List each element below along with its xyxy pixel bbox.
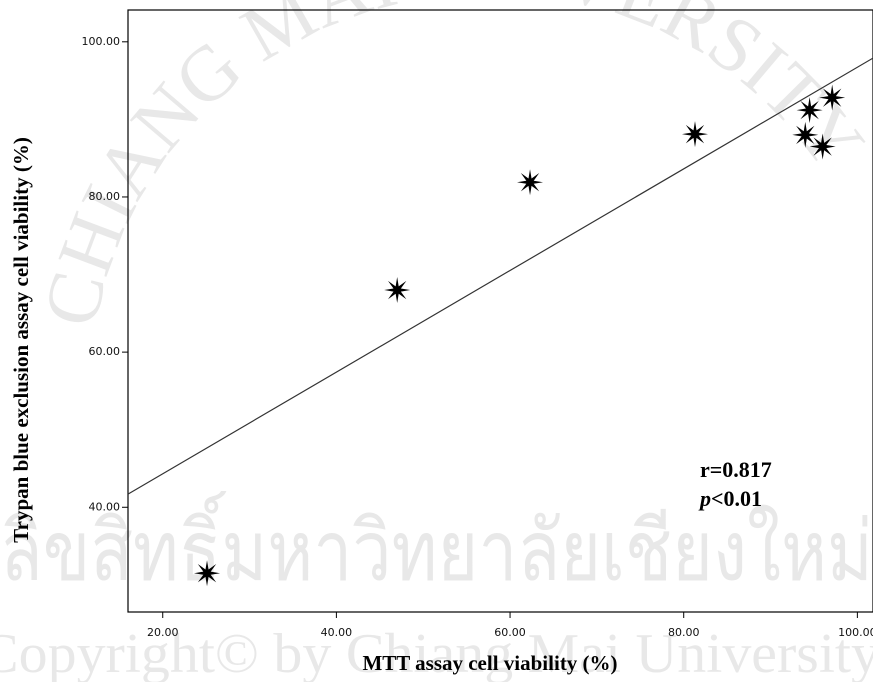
- x-tick-label: 60.00: [494, 626, 526, 639]
- point: [384, 277, 411, 304]
- point: [792, 121, 819, 148]
- annotation-text: <0.01: [711, 486, 762, 511]
- y-tick-label: 100.00: [82, 35, 121, 48]
- watermark-thai: ลิขสิทธิ์มหาวิทยาลัยเชียงใหม่: [0, 490, 873, 599]
- point: [194, 560, 221, 587]
- point: [682, 121, 708, 148]
- fit-line: [127, 57, 873, 495]
- y-tick-label: 80.00: [89, 190, 121, 203]
- annotation: r=0.817: [700, 457, 772, 482]
- point: [517, 169, 544, 196]
- point: [819, 84, 846, 111]
- watermark-arc: CHIANG MAI UNIVERSITY: [26, 0, 873, 334]
- watermark-copyright: Copyright© by Chiang Mai University: [0, 623, 873, 682]
- y-axis-title: Trypan blue exclusion assay cell viabili…: [9, 137, 33, 543]
- annotation-italic: p: [698, 486, 711, 511]
- x-tick-label: 40.00: [321, 626, 353, 639]
- x-tick-label: 20.00: [147, 626, 179, 639]
- x-tick-label: 100.00: [838, 626, 873, 639]
- x-axis-title: MTT assay cell viability (%): [362, 651, 617, 675]
- annotation: p<0.01: [698, 486, 762, 511]
- x-tick-label: 80.00: [668, 626, 700, 639]
- point: [796, 97, 823, 124]
- y-tick-label: 60.00: [89, 345, 121, 358]
- watermark-arc-text: CHIANG MAI UNIVERSITY: [26, 0, 873, 334]
- plot-frame: [127, 9, 873, 613]
- point: [809, 133, 836, 160]
- y-tick-label: 40.00: [89, 500, 121, 513]
